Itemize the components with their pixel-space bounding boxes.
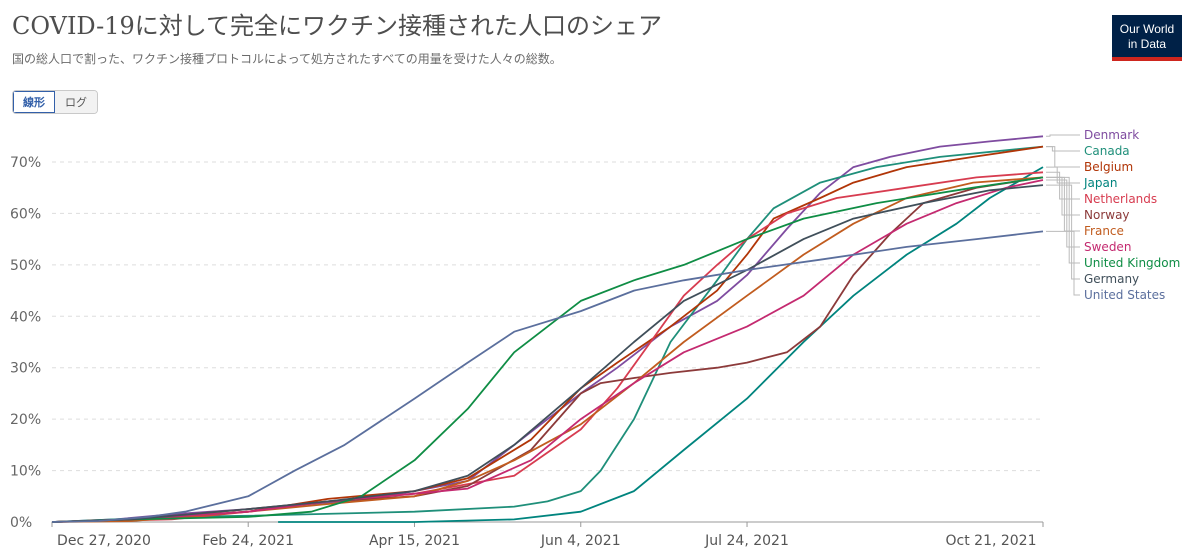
legend-connector <box>1046 230 1080 296</box>
legend-label-japan: Japan <box>1083 176 1117 190</box>
linear-scale-button[interactable]: 線形 <box>13 91 55 113</box>
logo-line-1: Our World <box>1119 22 1175 36</box>
y-tick-label: 60% <box>10 206 41 222</box>
y-tick-label: 50% <box>10 258 41 274</box>
legend-label-canada: Canada <box>1084 144 1130 158</box>
scale-toggle: 線形 ログ <box>12 90 98 114</box>
legend-connector <box>1046 179 1080 248</box>
series-line-united-states <box>51 230 1044 523</box>
logo-line-2: in Data <box>1127 37 1167 51</box>
chart-title: COVID-19に対して完全にワクチン接種された人口のシェア <box>12 12 663 40</box>
x-tick-label: Jun 4, 2021 <box>540 533 621 549</box>
series-line-denmark <box>51 135 1044 523</box>
y-tick-label: 70% <box>10 155 41 171</box>
legend-label-denmark: Denmark <box>1084 128 1139 142</box>
legend-label-netherlands: Netherlands <box>1084 192 1157 206</box>
x-tick-label: Oct 21, 2021 <box>946 533 1037 549</box>
chart-subtitle: 国の総人口で割った、ワクチン接種プロトコルによって処方されたすべての用量を受けた… <box>12 52 562 66</box>
series-line-france <box>51 176 1044 523</box>
series-line-belgium <box>51 145 1044 523</box>
legend-connector <box>1046 184 1080 280</box>
x-tick-label: Jul 24, 2021 <box>704 533 789 549</box>
legend-label-united-states: United States <box>1084 288 1165 302</box>
legend-label-norway: Norway <box>1084 208 1130 222</box>
legend-connector <box>1046 146 1080 168</box>
legend-connector <box>1046 171 1080 200</box>
legend-connector <box>1046 146 1080 152</box>
legend-label-sweden: Sweden <box>1084 240 1131 254</box>
x-tick-label: Dec 27, 2020 <box>57 533 151 549</box>
log-scale-button[interactable]: ログ <box>55 91 97 113</box>
x-tick-label: Feb 24, 2021 <box>202 533 294 549</box>
y-tick-label: 20% <box>10 412 41 428</box>
legend-connector <box>1046 166 1080 184</box>
y-tick-label: 10% <box>10 464 41 480</box>
x-tick-label: Apr 15, 2021 <box>369 533 460 549</box>
legend-label-united-kingdom: United Kingdom <box>1084 256 1180 270</box>
series-line-germany <box>51 184 1044 523</box>
series-line-united-kingdom <box>51 176 1044 523</box>
legend-connector <box>1046 134 1080 137</box>
owid-logo[interactable]: Our World in Data <box>1112 15 1182 61</box>
y-tick-label: 0% <box>10 515 32 531</box>
series-line-canada <box>51 145 1044 523</box>
legend-label-germany: Germany <box>1084 272 1139 286</box>
legend-connector <box>1046 176 1080 264</box>
series-line-japan <box>278 166 1044 523</box>
logo-accent-bar <box>1112 57 1182 61</box>
legend-label-belgium: Belgium <box>1084 160 1133 174</box>
y-tick-label: 40% <box>10 309 41 325</box>
y-tick-label: 30% <box>10 361 41 377</box>
legend-label-france: France <box>1084 224 1124 238</box>
series-line-netherlands <box>51 171 1044 523</box>
